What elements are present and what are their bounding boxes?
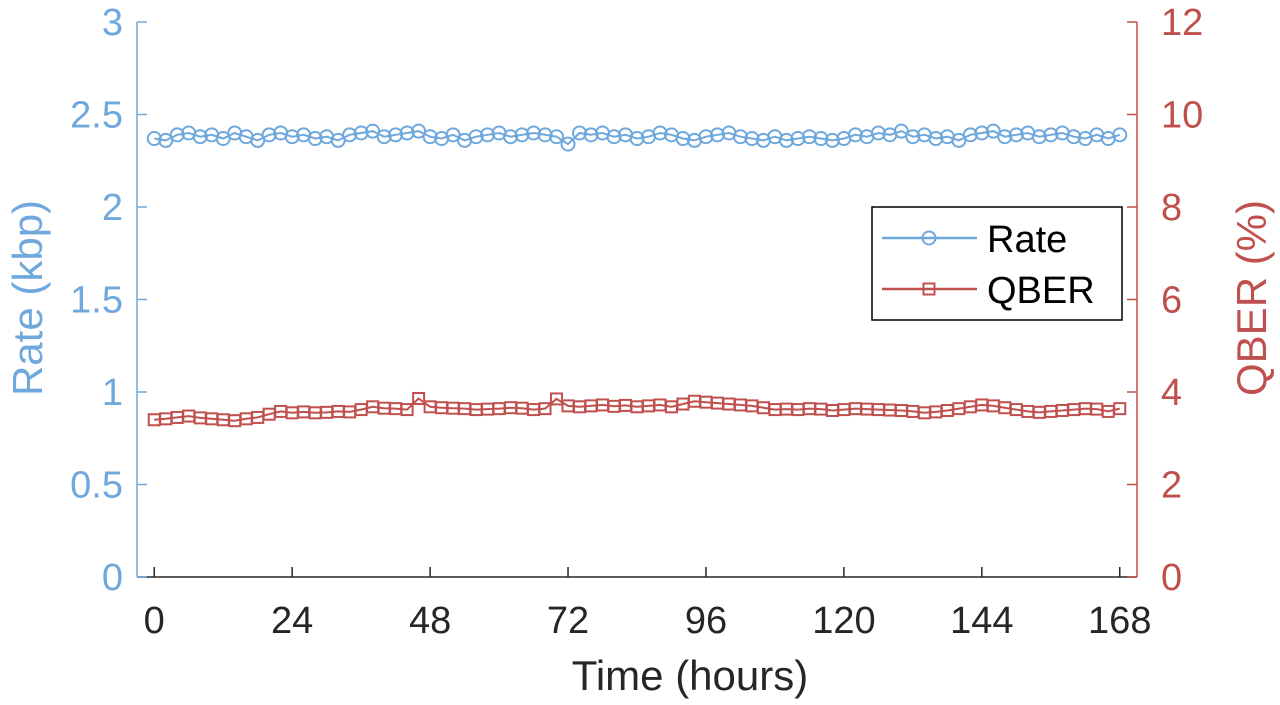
series-line-rate [154,130,1121,146]
right-y-axis-ticks: 0 2 4 6 8 10 12 [1127,2,1203,599]
data-point-rate [480,127,496,143]
data-point-rate [376,129,392,145]
data-point-rate [606,129,622,145]
x-tick-label: 168 [1088,600,1151,642]
x-axis-title: Time (hours) [572,652,808,699]
data-point-rate [813,131,829,147]
legend: Rate QBER [871,206,1123,321]
left-y-tick-label: 1.5 [70,280,123,322]
data-point-rate [399,125,415,141]
data-point-rate [744,131,760,147]
left-y-tick-label: 1 [102,372,123,414]
right-y-tick-label: 8 [1161,187,1182,229]
right-y-tick-label: 6 [1161,280,1182,322]
data-point-rate [962,127,978,143]
data-point-rate [572,125,588,141]
legend-marker-rate [921,230,937,246]
series-qber [147,391,1127,428]
x-tick-label: 72 [547,600,589,642]
left-y-tick-label: 2 [102,187,123,229]
data-point-rate [192,129,208,145]
data-point-rate [675,131,691,147]
data-point-rate [1043,127,1059,143]
data-point-qber [400,403,414,417]
data-point-rate [652,125,668,141]
data-point-rate [928,131,944,147]
data-point-qber [412,391,426,405]
data-point-rate [1008,127,1024,143]
data-point-rate [583,127,599,143]
data-point-rate [905,129,921,145]
legend-label-rate: Rate [987,219,1067,261]
data-point-rate [284,129,300,145]
x-tick-label: 96 [685,600,727,642]
data-point-rate [847,127,863,143]
data-point-rate [388,127,404,143]
data-point-rate [342,127,358,143]
left-y-axis-ticks: 0 0.5 1 1.5 2 2.5 3 [70,2,147,599]
data-point-rate [778,132,794,148]
data-point-qber [1113,402,1127,416]
left-y-tick-label: 0.5 [70,465,123,507]
data-point-rate [468,129,484,145]
left-y-tick-label: 3 [102,2,123,44]
data-point-rate [1066,129,1082,145]
data-point-rate [503,129,519,145]
data-point-rate [1031,129,1047,145]
data-point-rate [870,125,886,141]
legend-marker-qber [922,282,936,296]
data-point-rate [801,129,817,145]
right-y-tick-label: 12 [1161,2,1203,44]
data-point-rate [629,131,645,147]
right-y-tick-label: 2 [1161,465,1182,507]
data-point-rate [422,129,438,145]
data-point-rate [261,127,277,143]
data-point-rate [790,131,806,147]
left-y-axis-title: Rate (kbp) [4,200,51,396]
data-point-rate [146,131,162,147]
series-line-qber [154,397,1121,422]
legend-box [871,206,1123,321]
data-point-rate [824,132,840,148]
data-point-qber [538,402,552,416]
data-point-rate [997,129,1013,145]
x-axis-ticks: 0 24 48 72 96 120 144 168 [144,567,1151,642]
x-tick-label: 0 [144,600,165,642]
data-point-qber [550,392,564,406]
data-point-rate [526,125,542,141]
data-point-rate [1112,127,1128,143]
x-tick-label: 24 [271,600,313,642]
right-y-tick-label: 0 [1161,557,1182,599]
right-y-tick-label: 10 [1161,95,1203,137]
data-point-rate [353,125,369,141]
series-layer [146,123,1128,428]
data-point-rate [514,127,530,143]
right-y-axis-title: QBER (%) [1228,200,1275,396]
data-point-rate [307,131,323,147]
series-rate [146,123,1128,152]
x-tick-label: 144 [950,600,1013,642]
data-point-rate [560,136,576,152]
data-point-rate [549,129,565,145]
data-point-rate [698,129,714,145]
data-point-rate [537,127,553,143]
left-y-tick-label: 2.5 [70,95,123,137]
x-tick-label: 120 [812,600,875,642]
data-point-rate [974,125,990,141]
right-y-tick-label: 4 [1161,372,1182,414]
data-point-rate [169,127,185,143]
legend-label-qber: QBER [987,270,1095,312]
data-point-rate [709,127,725,143]
left-y-tick-label: 0 [102,557,123,599]
x-tick-label: 48 [409,600,451,642]
data-point-rate [732,129,748,145]
